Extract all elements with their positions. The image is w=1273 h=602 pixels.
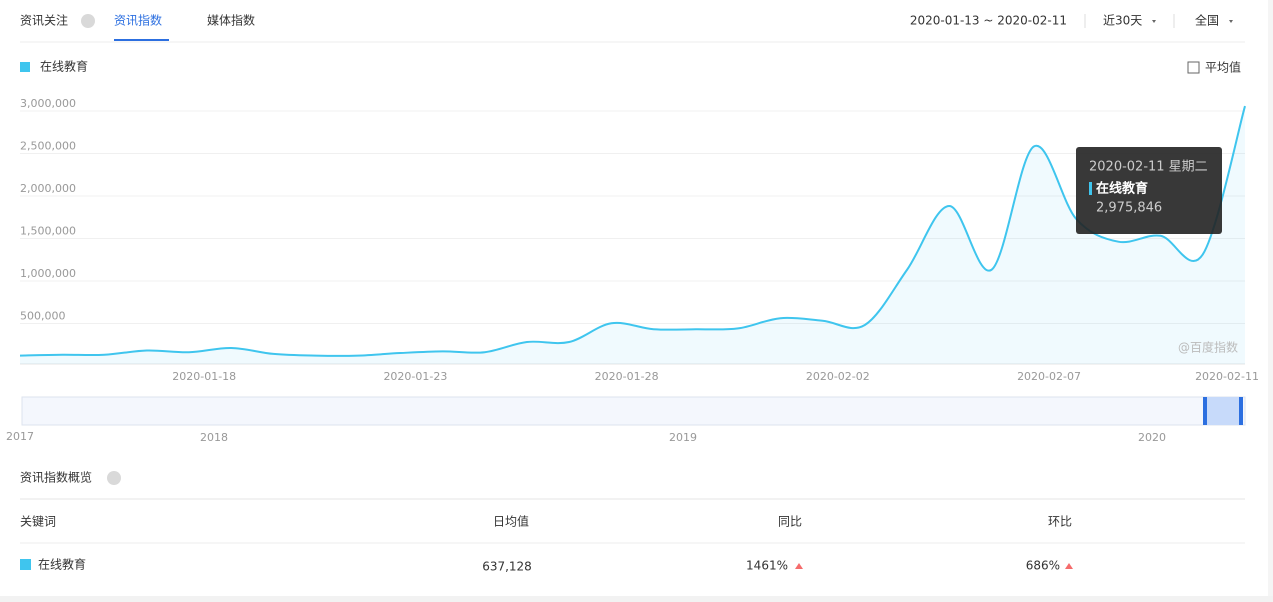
table-header: 环比 [1048,515,1072,529]
tab-underline [114,39,169,41]
y-tick-label: 500,000 [20,310,66,323]
y-tick-label: 1,500,000 [20,225,76,238]
tooltip-value: 2,975,846 [1096,201,1162,216]
table-header: 同比 [778,515,802,529]
x-tick-label: 2020-01-28 [595,370,659,383]
table-header: 关键词 [20,515,56,529]
caret [1229,20,1233,23]
y-tick-label: 2,500,000 [20,140,76,153]
timeline-handle[interactable] [1203,397,1207,425]
y-tick-label: 3,000,000 [20,97,76,110]
x-tick-label: 2020-01-18 [172,370,236,383]
timeline-selection[interactable] [1205,397,1241,425]
table-header: 日均值 [493,514,529,529]
timeline-year: 2018 [200,431,228,444]
legend-swatch [20,62,30,72]
timeline-year: 2020 [1138,431,1166,444]
up-arrow [795,563,803,569]
timeline[interactable] [21,396,1246,426]
help-icon[interactable] [107,471,121,485]
legend-swatch [20,559,31,570]
table-cell: 在线教育 [38,557,86,572]
checkbox-label[interactable]: 平均值 [1205,60,1241,75]
timeline-handle[interactable] [1239,397,1243,425]
timeline-year: 2017 [6,430,34,443]
line [19,105,1246,357]
tooltip-title: 2020-02-11 星期二 [1089,160,1208,175]
table-cell: 1461% [746,559,788,573]
legend-label[interactable]: 在线教育 [40,59,88,74]
watermark: @百度指数 [1178,340,1238,355]
y-tick-label: 1,000,000 [20,267,76,280]
table-cell: 686% [1026,559,1060,573]
area [20,106,1245,364]
tooltip-series: 在线教育 [1096,181,1148,197]
checkbox[interactable] [1187,61,1200,74]
tab[interactable]: 媒体指数 [207,13,255,28]
table-cell: 637,128 [482,560,532,574]
section-title: 资讯指数概览 [20,470,92,485]
help-icon[interactable] [81,14,95,28]
timeline-year: 2019 [669,431,697,444]
right-strip [1268,0,1273,596]
tooltip-swatch [1089,182,1092,195]
period-select[interactable]: 近30天 [1103,14,1142,28]
x-tick-label: 2020-01-23 [383,370,447,383]
up-arrow [1065,563,1073,569]
date-range[interactable]: 2020-01-13 ~ 2020-02-11 [910,14,1067,28]
caret [1152,20,1156,23]
x-tick-label: 2020-02-07 [1017,370,1081,383]
bottom-strip [0,596,1273,602]
plot: 500,000 1,000,000 1,500,000 2,000,000 2,500,… [19,97,1259,383]
x-tick-label: 2020-02-11 [1195,370,1259,383]
region-select[interactable]: 全国 [1195,13,1219,28]
tab[interactable]: 资讯关注 [20,13,68,28]
y-tick-label: 2,000,000 [20,182,76,195]
tab[interactable]: 资讯指数 [114,13,162,28]
tooltip [1076,147,1222,234]
x-tick-label: 2020-02-02 [806,370,870,383]
